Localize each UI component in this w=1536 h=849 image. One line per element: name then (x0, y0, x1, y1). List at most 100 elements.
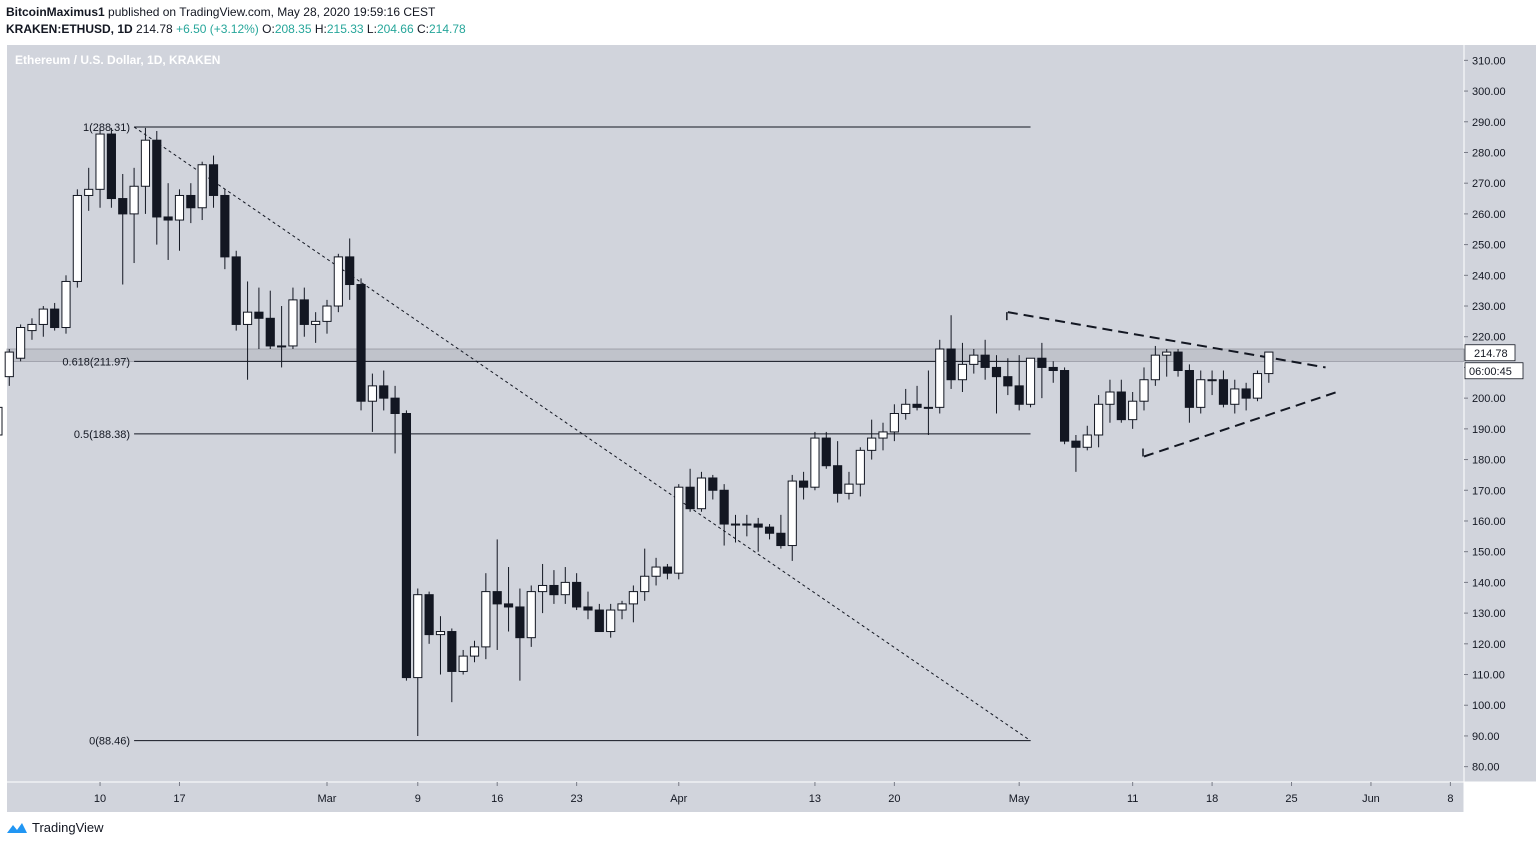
candle (946, 315, 956, 389)
candle-body (957, 363, 968, 381)
candle (163, 183, 173, 260)
candle-body (628, 591, 638, 605)
publish-line: BitcoinMaximus1 published on TradingView… (6, 4, 466, 21)
y-tick-label: 270.00 (1472, 178, 1506, 190)
candle-body (821, 437, 831, 467)
price-axis[interactable] (1464, 45, 1536, 782)
fib-level-label: 0.5(188.38) (74, 429, 130, 441)
candle-body (844, 483, 854, 494)
candle-body (208, 164, 219, 196)
candle (345, 238, 355, 300)
candle-body (538, 584, 548, 593)
candle (810, 431, 820, 491)
countdown-label: 06:00:45 (1469, 366, 1512, 378)
candle-body (356, 284, 366, 402)
candle (833, 441, 843, 503)
candle (923, 370, 933, 435)
y-tick-label: 150.00 (1472, 547, 1506, 559)
candle-body (140, 139, 151, 187)
candle-body (4, 351, 14, 378)
candle-body (1105, 391, 1115, 405)
candle (969, 349, 979, 374)
candle (1048, 361, 1058, 383)
candle-body (424, 594, 434, 636)
candle (401, 410, 412, 681)
candle (322, 299, 332, 334)
candle-body (583, 606, 593, 611)
countdown-tag (1464, 362, 1524, 380)
y-tick-label: 90.00 (1472, 731, 1500, 743)
candle (424, 591, 434, 644)
candle (140, 127, 151, 214)
candle-body (1048, 366, 1058, 372)
candle-body (50, 308, 60, 329)
candle (538, 563, 548, 614)
candle-body (118, 198, 128, 215)
candle (1105, 379, 1115, 423)
candle-body (333, 256, 343, 307)
candle (1071, 434, 1081, 472)
candle (311, 312, 321, 343)
candle (980, 339, 990, 380)
footer-brand[interactable]: TradingView (6, 820, 104, 835)
candle (764, 524, 775, 540)
candle-body (946, 348, 956, 381)
candle-body (220, 194, 230, 258)
last-price-label: 214.78 (1474, 348, 1508, 360)
high-value: 215.33 (326, 22, 364, 36)
chart-title: Ethereum / U.S. Dollar, 1D, KRAKEN (15, 53, 220, 67)
candle-body (469, 646, 480, 657)
candle-body (935, 348, 945, 408)
candle-body (855, 449, 865, 485)
candle-body (617, 603, 627, 611)
candle (38, 306, 48, 337)
candle-body (515, 606, 525, 639)
candle (560, 567, 570, 604)
open-value: 208.35 (274, 22, 312, 36)
candle (1207, 370, 1217, 396)
candle-body (1037, 357, 1047, 368)
symbol-label[interactable]: KRAKEN:ETHUSD, 1D (6, 22, 133, 36)
y-tick-label: 110.00 (1472, 670, 1505, 682)
y-tick-label: 120.00 (1472, 639, 1506, 651)
candle (299, 287, 309, 337)
y-tick-label: 300.00 (1472, 86, 1506, 98)
change-value: +6.50 (+3.12%) (176, 22, 259, 36)
y-tick-label: 190.00 (1472, 424, 1506, 436)
candle (1196, 370, 1206, 414)
candle (458, 649, 468, 675)
candle-body (61, 280, 71, 329)
author-name[interactable]: BitcoinMaximus1 (6, 5, 105, 19)
x-tick-label: 16 (491, 793, 503, 805)
y-tick-label: 230.00 (1472, 301, 1506, 313)
candle-body (27, 323, 37, 332)
candle-body (526, 591, 536, 639)
x-tick-label: Jun (1362, 793, 1380, 805)
candle-body (1014, 385, 1024, 405)
candle (912, 385, 922, 411)
fib-trend-line (133, 126, 1031, 742)
candle (447, 628, 457, 703)
candle-body (72, 194, 82, 282)
candle (208, 155, 219, 208)
candle (821, 431, 831, 469)
candle-body (299, 299, 309, 325)
candle-body (572, 581, 582, 608)
candle (288, 287, 298, 350)
candle (413, 588, 423, 736)
candle (265, 290, 275, 350)
candle-body (277, 345, 287, 348)
time-axis[interactable] (7, 782, 1464, 812)
candle-body (197, 164, 207, 209)
candle-body (288, 299, 298, 347)
candle-body (242, 311, 253, 325)
plot-area[interactable] (7, 45, 1464, 782)
candle-body (640, 575, 650, 593)
candle (50, 302, 60, 331)
candle (481, 573, 491, 660)
candle (606, 603, 616, 638)
triangle-lower-line (1143, 391, 1338, 458)
candle (0, 406, 3, 436)
candle-body (651, 566, 661, 577)
